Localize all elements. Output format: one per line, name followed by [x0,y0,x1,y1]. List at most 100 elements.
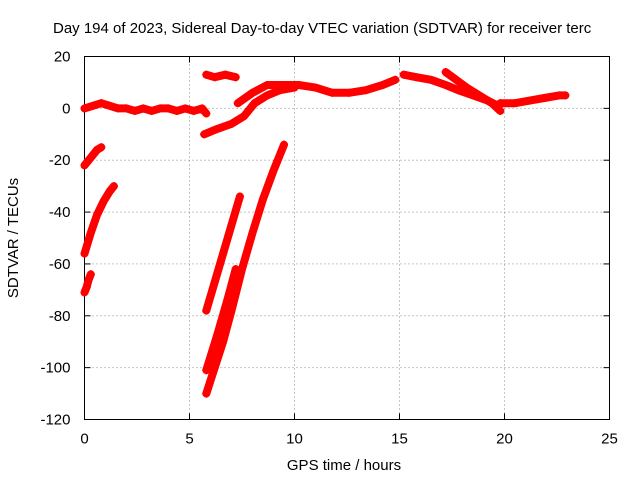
x-tick-label: 15 [391,431,408,448]
data-point [399,70,408,79]
x-tick-label: 10 [286,431,303,448]
y-tick-label: 20 [54,49,71,66]
series-arc-1 [80,99,211,118]
data-point [311,83,320,92]
series-arc-2 [80,143,106,170]
x-tick-label: 5 [185,431,193,448]
data-point [105,187,114,196]
series-arc-3 [80,182,118,258]
data-point [164,104,173,113]
data-point [181,104,190,113]
data-point [235,192,244,201]
series-arc-12 [441,68,505,115]
data-point [202,306,211,315]
data-point [227,306,236,315]
series-arc-4 [80,270,95,297]
data-point [147,106,156,115]
data-point [86,153,95,162]
data-point [210,278,219,287]
y-tick-label: -80 [49,308,71,325]
tick-layer: 0 5 10 15 20 25 -120 -100 -80 -60 -40 -20 0 20 [40,49,617,448]
data-point [259,195,267,204]
data-point [219,249,228,258]
data-point [202,366,211,375]
data-point [240,112,249,121]
data-point [223,296,232,305]
data-point [345,88,354,97]
data-point [130,106,139,115]
data-point [80,249,89,258]
data-point [84,275,93,284]
data-point [202,109,211,118]
data-point [227,221,236,230]
data-point [496,99,505,108]
y-tick-label: -60 [49,256,71,273]
grid-layer [84,56,610,420]
data-point [221,70,230,79]
data-point [525,96,534,105]
data-point [105,101,114,110]
data-point [93,145,102,154]
data-point [280,140,288,149]
data-point [212,125,221,134]
data-point [452,75,461,84]
y-axis-label: SDTVAR / TECUs [5,178,22,298]
y-tick-label: -100 [40,360,70,377]
data-point [139,104,148,113]
x-axis-label: GPS time / hours [287,457,401,474]
data-point [561,91,570,100]
data-point [172,106,181,115]
data-point [219,337,228,346]
data-point [80,104,89,113]
data-point [227,119,236,128]
series-arc-13 [496,91,570,108]
data-point [109,182,118,191]
data-point [361,86,370,95]
data-point [231,265,240,274]
data-point [454,86,463,95]
data-point [496,106,505,115]
data-point [198,104,207,113]
data-point [189,106,198,115]
data-point [231,73,240,82]
series-arc-9 [202,70,240,82]
data-point [97,99,106,108]
data-point [88,101,97,110]
data-point [233,99,242,108]
data-point [250,99,259,108]
data-point [277,81,286,90]
data-point [511,99,519,108]
y-tick-label: -120 [40,412,70,429]
data-point [114,104,123,113]
data-point [412,73,421,82]
data-point [441,81,450,90]
y-tick-label: -40 [49,204,71,221]
data-point [97,143,106,152]
data-point [269,166,278,175]
y-tick-label: -20 [49,152,71,169]
data-point [122,104,131,113]
data-point [80,288,89,297]
data-point [427,75,435,84]
data-point [156,104,165,113]
data-point [212,332,221,341]
data-point [378,81,387,90]
series-arc-8 [200,83,299,139]
x-tick-label: 20 [496,431,513,448]
data-point [475,91,484,100]
data-point [202,70,211,79]
data-point [99,197,108,206]
x-tick-label: 25 [601,431,618,448]
data-point [200,130,209,139]
data-point [248,228,257,237]
series-layer [80,68,570,398]
data-point [441,68,450,77]
plot-frame [84,56,610,420]
data-point [210,73,219,82]
data-point [462,83,471,92]
data-point [263,91,272,100]
data-point [248,88,257,97]
data-point [294,81,303,90]
data-point [487,99,496,108]
data-point [82,283,91,292]
